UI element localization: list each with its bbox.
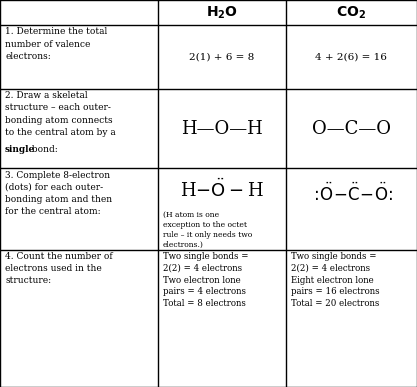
- Text: Two single bonds =
2(2) = 4 electrons
Eight electron lone
pairs = 16 electrons
T: Two single bonds = 2(2) = 4 electrons Ei…: [291, 252, 379, 308]
- Text: 4. Count the number of
electrons used in the
structure:: 4. Count the number of electrons used in…: [5, 252, 113, 285]
- Text: H—O—H: H—O—H: [181, 120, 263, 138]
- Text: Two single bonds =
2(2) = 4 electrons
Two electron lone
pairs = 4 electrons
Tota: Two single bonds = 2(2) = 4 electrons Tw…: [163, 252, 249, 308]
- Text: $\mathbf{CO_2}$: $\mathbf{CO_2}$: [337, 4, 366, 21]
- Text: 2. Draw a skeletal
structure – each outer-
bonding atom connects
to the central : 2. Draw a skeletal structure – each oute…: [5, 91, 116, 137]
- Text: (H atom is one
exception to the octet
rule – it only needs two
electrons.): (H atom is one exception to the octet ru…: [163, 211, 252, 249]
- Text: H$-\ddot{\rm O}-$H: H$-\ddot{\rm O}-$H: [180, 178, 264, 201]
- Text: 4 + 2(6) = 16: 4 + 2(6) = 16: [315, 53, 387, 62]
- Text: 2(1) + 6 = 8: 2(1) + 6 = 8: [189, 53, 255, 62]
- Text: $\mathbf{H_2O}$: $\mathbf{H_2O}$: [206, 4, 238, 21]
- Text: 3. Complete 8-electron
(dots) for each outer-
bonding atom and then
for the cent: 3. Complete 8-electron (dots) for each o…: [5, 171, 112, 216]
- Text: O—C—O: O—C—O: [312, 120, 391, 138]
- Text: $:\!\ddot{\rm O}\!-\!\ddot{\rm C}\!-\!\ddot{\rm O}\!:$: $:\!\ddot{\rm O}\!-\!\ddot{\rm C}\!-\!\d…: [309, 182, 393, 205]
- Text: 1. Determine the total
number of valence
electrons:: 1. Determine the total number of valence…: [5, 27, 107, 61]
- Text: bond:: bond:: [29, 145, 58, 154]
- Text: single: single: [5, 145, 35, 154]
